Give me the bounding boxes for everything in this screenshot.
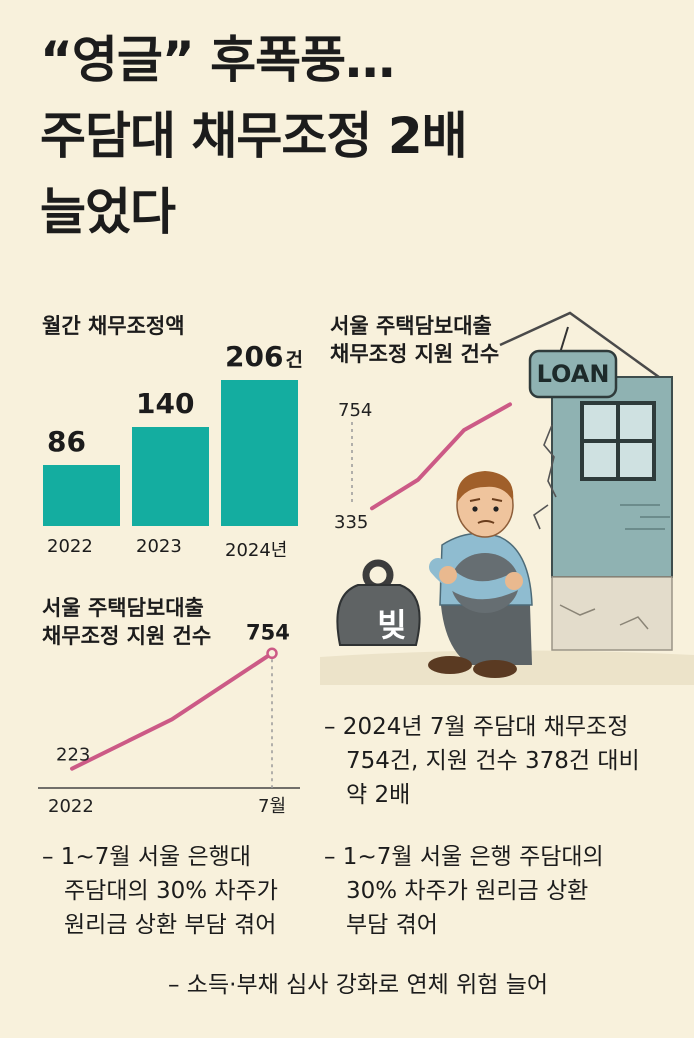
bar-unit-label: 건	[285, 349, 303, 371]
x-tick-label: 7월	[258, 796, 286, 817]
loan-sign	[528, 326, 618, 399]
line-chart-left-title-1: 서울 주택담보대출	[42, 596, 204, 620]
line-chart-right: 754 335	[334, 400, 512, 533]
illustration	[320, 311, 694, 685]
bar-category-label: 2024년	[225, 540, 288, 561]
note-left-line-3: 원리금 상환 부담 겪어	[64, 912, 277, 938]
x-tick-label: 2022	[48, 796, 94, 817]
note-right-1-line-2: 754건, 지원 건수 378건 대비	[346, 748, 640, 774]
line-chart-right-title-1: 서울 주택담보대출	[330, 314, 492, 338]
bar-category-label: 2022	[47, 536, 93, 557]
note-right-1-line-1: – 2024년 7월 주담대 채무조정	[324, 714, 629, 740]
bar-chart-title: 월간 채무조정액	[42, 314, 185, 338]
headline: “영글” 후폭풍… 주담대 채무조정 2배 늘었다	[40, 22, 680, 250]
note-right-2: – 1~7월 서울 은행 주담대의 30% 차주가 원리금 상환 부담 겪어	[324, 840, 604, 942]
start-value-label: 335	[334, 512, 368, 533]
crack-icon	[533, 424, 557, 530]
headline-line-3: 늘었다	[40, 183, 176, 241]
brick-lines	[620, 504, 670, 530]
note-right-1-line-3: 약 2배	[346, 782, 411, 808]
bar-category-label: 2023	[136, 536, 182, 557]
note-left: – 1~7월 서울 은행대 주담대의 30% 차주가 원리금 상환 부담 겪어	[42, 840, 278, 942]
line-chart-left: 223 754 2022 7월	[38, 620, 300, 817]
bar-value-label: 140	[136, 386, 195, 420]
note-left-line-1: – 1~7월 서울 은행대	[42, 844, 251, 870]
bar-value-label: 86	[47, 425, 86, 459]
loan-sign-label: LOAN	[536, 360, 610, 388]
line-chart-right-title-2: 채무조정 지원 건수	[330, 342, 500, 366]
bar-2023	[132, 426, 209, 526]
bar-2022	[43, 465, 120, 526]
series-line	[370, 402, 512, 511]
series-line	[70, 651, 274, 771]
bar-value-label: 206 건	[225, 340, 303, 373]
axis-value-label: 754	[338, 400, 372, 421]
headline-line-1: “영글” 후폭풍…	[40, 31, 395, 89]
end-point-marker	[266, 647, 278, 660]
headline-line-2: 주담대 채무조정 2배	[40, 107, 468, 165]
debt-weight-label: 빚	[377, 606, 407, 644]
worried-person-icon	[428, 471, 533, 678]
end-value-label: 754	[246, 620, 290, 644]
bar-2024년	[221, 380, 298, 526]
line-chart-left-title-2: 채무조정 지원 건수	[42, 624, 212, 648]
debt-weight-icon	[336, 559, 421, 646]
note-bottom: – 소득·부채 심사 강화로 연체 위험 늘어	[168, 972, 549, 998]
note-right-2-line-1: – 1~7월 서울 은행 주담대의	[324, 844, 604, 870]
roof-icon	[499, 311, 671, 387]
note-left-line-2: 주담대의 30% 차주가	[64, 878, 278, 904]
note-right-1: – 2024년 7월 주담대 채무조정 754건, 지원 건수 378건 대비 …	[324, 710, 640, 812]
foundation	[551, 576, 673, 651]
start-value-label: 223	[56, 745, 90, 766]
note-right-2-line-3: 부담 겪어	[346, 912, 438, 938]
note-right-2-line-2: 30% 차주가 원리금 상환	[346, 878, 589, 904]
